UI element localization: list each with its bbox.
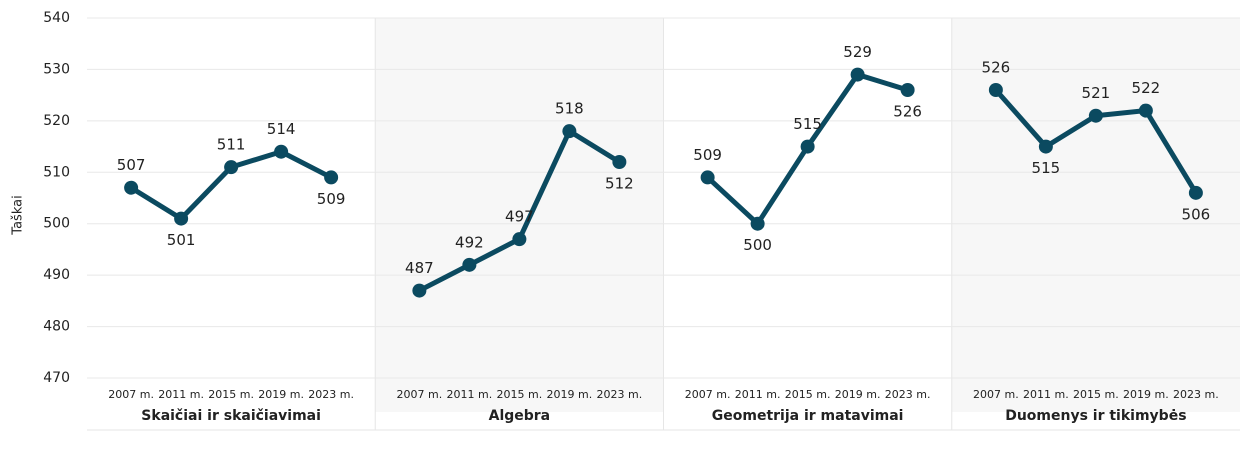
data-label: 497 — [505, 208, 534, 226]
y-tick-label: 470 — [43, 370, 70, 386]
data-label: 492 — [455, 233, 484, 251]
x-tick-label: 2015 m. — [208, 388, 254, 401]
data-label: 518 — [555, 100, 584, 118]
data-label: 487 — [405, 259, 434, 277]
y-tick-label: 540 — [43, 10, 70, 26]
point — [750, 216, 765, 231]
point — [224, 160, 239, 175]
data-label: 509 — [693, 146, 722, 164]
x-tick-label: 2019 m. — [258, 388, 304, 401]
x-tick-label: 2011 m. — [447, 388, 493, 401]
y-tick-label: 520 — [43, 113, 70, 129]
panel-title: Algebra — [489, 408, 551, 424]
point — [1188, 185, 1203, 200]
point — [850, 67, 865, 82]
x-tick-label: 2007 m. — [973, 388, 1019, 401]
panel-title: Duomenys ir tikimybės — [1005, 408, 1186, 424]
x-tick-label: 2011 m. — [735, 388, 781, 401]
point — [174, 211, 189, 226]
point — [612, 155, 627, 169]
x-tick-label: 2019 m. — [1123, 388, 1169, 401]
point — [462, 257, 477, 272]
x-tick-label: 2019 m. — [547, 388, 593, 401]
data-label: 512 — [605, 175, 634, 193]
x-tick-label: 2015 m. — [497, 388, 543, 401]
x-tick-label: 2007 m. — [397, 388, 443, 401]
x-tick-label: 2023 m. — [885, 388, 931, 401]
x-tick-label: 2011 m. — [158, 388, 204, 401]
y-tick-label: 510 — [43, 164, 70, 180]
data-label: 526 — [893, 103, 922, 121]
point — [900, 83, 915, 97]
data-label: 522 — [1132, 79, 1161, 97]
point — [1088, 108, 1103, 123]
data-label: 514 — [267, 120, 296, 138]
panel-title: Skaičiai ir skaičiavimai — [141, 408, 321, 424]
data-label: 509 — [317, 190, 346, 208]
point — [324, 170, 339, 185]
data-label: 515 — [793, 115, 822, 133]
x-tick-label: 2023 m. — [308, 388, 354, 401]
y-tick-label: 490 — [43, 267, 70, 283]
x-tick-label: 2015 m. — [1073, 388, 1119, 401]
point — [700, 170, 715, 185]
x-tick-label: 2023 m. — [597, 388, 643, 401]
x-tick-label: 2023 m. — [1173, 388, 1219, 401]
data-label: 500 — [743, 236, 772, 254]
x-tick-label: 2015 m. — [785, 388, 831, 401]
panel-background — [375, 18, 664, 412]
panel-background — [951, 18, 1240, 412]
point — [1038, 139, 1053, 154]
point — [562, 124, 577, 139]
point — [988, 83, 1003, 97]
point — [800, 139, 815, 154]
data-label: 515 — [1032, 159, 1061, 177]
data-label: 507 — [117, 156, 146, 174]
data-label: 501 — [167, 231, 196, 249]
point — [512, 232, 527, 247]
y-tick-label: 500 — [43, 216, 70, 232]
data-label: 529 — [843, 43, 872, 61]
point — [274, 144, 289, 159]
y-tick-label: 480 — [43, 319, 70, 335]
x-tick-label: 2007 m. — [108, 388, 154, 401]
y-tick-label: 530 — [43, 61, 70, 77]
x-tick-label: 2011 m. — [1023, 388, 1069, 401]
data-label: 526 — [982, 59, 1011, 77]
x-tick-label: 2019 m. — [835, 388, 881, 401]
point — [124, 180, 139, 195]
data-label: 521 — [1082, 84, 1111, 102]
panel-title: Geometrija ir matavimai — [712, 408, 904, 424]
y-axis-label: Taškai — [11, 195, 26, 235]
data-label: 506 — [1182, 205, 1211, 223]
x-tick-label: 2007 m. — [685, 388, 731, 401]
data-label: 511 — [217, 136, 246, 154]
point — [1138, 103, 1153, 118]
point — [412, 283, 427, 298]
